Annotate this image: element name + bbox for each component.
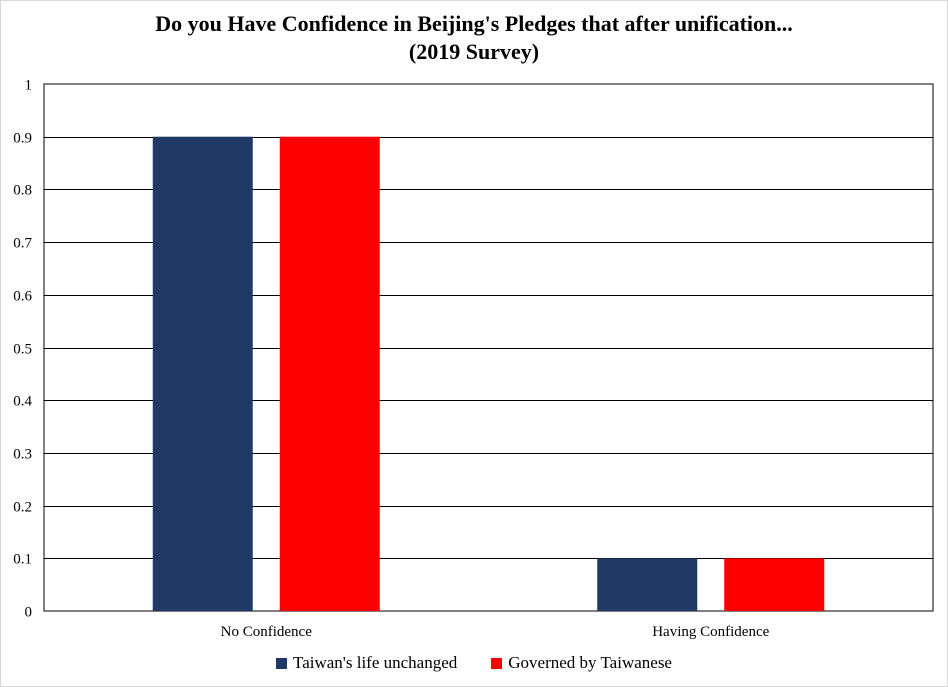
- legend-item-taiwans-life-unchanged: Taiwan's life unchanged: [276, 653, 457, 673]
- y-tick-label: 0.8: [13, 183, 32, 199]
- chart-title-line-1: Do you Have Confidence in Beijing's Pled…: [155, 11, 793, 36]
- legend-label-governed-by-taiwanese: Governed by Taiwanese: [508, 653, 672, 672]
- y-tick-label: 0.9: [13, 131, 32, 147]
- legend-label-taiwans-life-unchanged: Taiwan's life unchanged: [293, 653, 458, 672]
- plot-area: [43, 83, 934, 612]
- y-tick-label: 0.6: [13, 289, 32, 305]
- y-tick-label: 0.2: [13, 500, 32, 516]
- y-tick-label: 0.1: [13, 552, 32, 568]
- y-tick-label: 0: [25, 605, 33, 621]
- bar: [279, 136, 380, 611]
- y-tick-label: 0.5: [13, 342, 32, 358]
- bar: [597, 558, 698, 611]
- legend: Taiwan's life unchanged Governed by Taiw…: [0, 652, 948, 674]
- chart-title: Do you Have Confidence in Beijing's Pled…: [0, 10, 948, 66]
- bar-chart: 0 0.1 0.2 0.3 0.4 0.5 0.6 0.7 0.8 0.9 1 No Confiden…: [13, 78, 934, 640]
- y-tick-label: 0.7: [13, 236, 32, 252]
- legend-swatch-governed-by-taiwanese: [491, 657, 503, 669]
- bar: [724, 558, 825, 611]
- y-tick-label: 0.4: [13, 394, 32, 410]
- legend-swatch-taiwans-life-unchanged: [276, 657, 287, 669]
- legend-item-governed-by-taiwanese: Governed by Taiwanese: [491, 653, 672, 673]
- y-tick-label: 0.3: [13, 447, 32, 463]
- chart-title-line-2: (2019 Survey): [408, 39, 540, 64]
- x-tick-label: No Confidence: [221, 624, 313, 640]
- x-tick-label: Having Confidence: [652, 624, 769, 640]
- y-tick-label: 1: [25, 78, 33, 94]
- bar: [152, 136, 253, 611]
